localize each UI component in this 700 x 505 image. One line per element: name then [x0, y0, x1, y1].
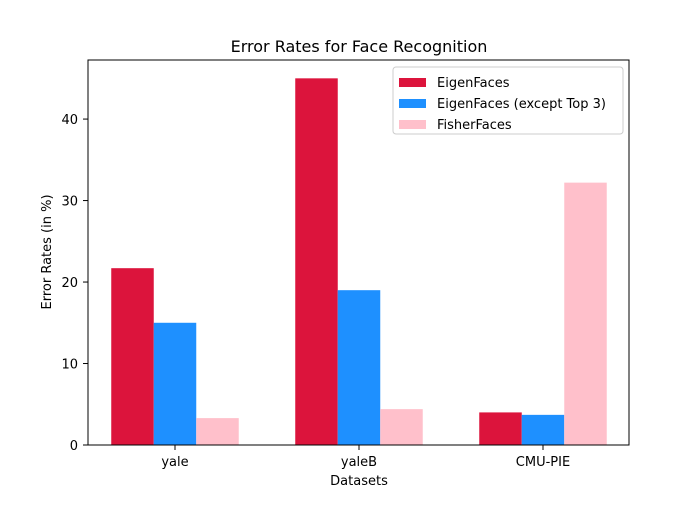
y-tick-label: 10: [61, 358, 78, 373]
bar-cmu-pie-3: [564, 182, 607, 445]
legend-swatch: [399, 78, 426, 87]
bar-yale-3: [196, 418, 239, 445]
bar-cmu-pie-2: [521, 414, 565, 445]
x-axis-label: Datasets: [330, 474, 388, 489]
legend-swatch: [399, 99, 426, 108]
legend-label: EigenFaces (except Top 3): [437, 97, 606, 112]
y-tick-label: 40: [61, 113, 78, 128]
bar-yale-1: [111, 268, 154, 445]
bar-yaleb-1: [295, 78, 338, 445]
x-tick-label: yale: [161, 455, 188, 470]
x-tick-label: CMU-PIE: [516, 455, 570, 470]
x-axis-ticks: yale yaleB CMU-PIE: [161, 445, 570, 470]
y-axis-ticks: 0 10 20 30 40: [61, 113, 88, 454]
legend-swatch: [399, 120, 426, 129]
y-tick-label: 0: [70, 439, 78, 454]
legend-label: EigenFaces: [437, 76, 510, 91]
chart-title: Error Rates for Face Recognition: [231, 37, 488, 56]
legend-label: FisherFaces: [437, 118, 512, 133]
bar-yaleb-3: [380, 409, 423, 445]
bar-yale-2: [153, 322, 197, 445]
legend: EigenFaces EigenFaces (except Top 3) Fishe…: [392, 66, 624, 135]
bar-cmu-pie-1: [479, 412, 522, 445]
bar-yaleb-2: [337, 290, 381, 445]
y-axis-label: Error Rates (in %): [40, 194, 55, 309]
bars-group: [111, 78, 607, 445]
x-tick-label: yaleB: [341, 455, 377, 470]
legend-box: [392, 66, 624, 135]
y-tick-label: 30: [61, 195, 78, 210]
y-tick-label: 20: [61, 276, 78, 291]
